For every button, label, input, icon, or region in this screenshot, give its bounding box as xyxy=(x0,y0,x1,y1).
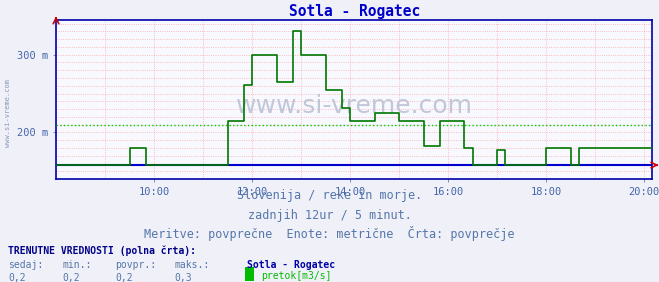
Text: TRENUTNE VREDNOSTI (polna črta):: TRENUTNE VREDNOSTI (polna črta): xyxy=(8,246,196,256)
Text: 0,2: 0,2 xyxy=(63,273,80,282)
Text: povpr.:: povpr.: xyxy=(115,261,156,270)
Title: Sotla - Rogatec: Sotla - Rogatec xyxy=(289,4,420,19)
Text: 0,3: 0,3 xyxy=(175,273,192,282)
Text: Sotla - Rogatec: Sotla - Rogatec xyxy=(247,261,335,270)
Text: www.si-vreme.com: www.si-vreme.com xyxy=(5,79,11,147)
Text: Slovenija / reke in morje.: Slovenija / reke in morje. xyxy=(237,189,422,202)
Text: sedaj:: sedaj: xyxy=(8,261,43,270)
Text: Meritve: povprečne  Enote: metrične  Črta: povprečje: Meritve: povprečne Enote: metrične Črta:… xyxy=(144,226,515,241)
Text: zadnjih 12ur / 5 minut.: zadnjih 12ur / 5 minut. xyxy=(248,209,411,222)
Text: 0,2: 0,2 xyxy=(8,273,26,282)
Text: min.:: min.: xyxy=(63,261,92,270)
Text: maks.:: maks.: xyxy=(175,261,210,270)
Text: 0,2: 0,2 xyxy=(115,273,133,282)
Text: www.si-vreme.com: www.si-vreme.com xyxy=(236,94,473,118)
Text: pretok[m3/s]: pretok[m3/s] xyxy=(262,271,332,281)
